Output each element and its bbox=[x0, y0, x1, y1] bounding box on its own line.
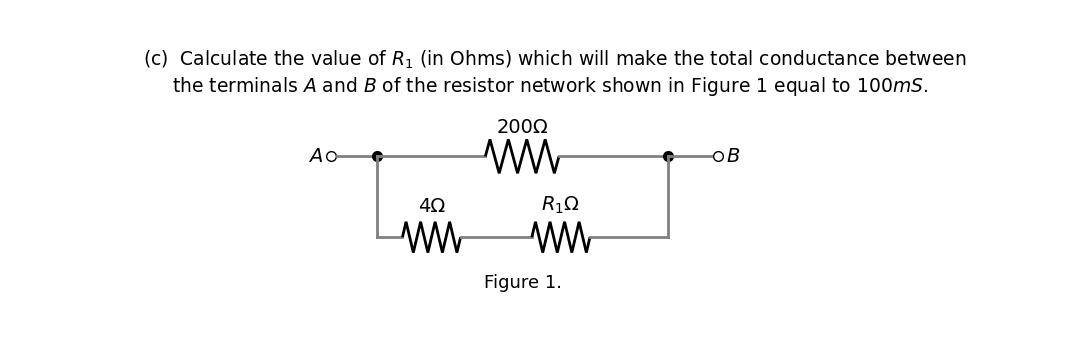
Text: $R_1$Ω: $R_1$Ω bbox=[541, 195, 580, 216]
Text: the terminals $A$ and $B$ of the resistor network shown in Figure 1 equal to 100: the terminals $A$ and $B$ of the resisto… bbox=[171, 76, 928, 98]
Text: Figure 1.: Figure 1. bbox=[484, 274, 561, 292]
Text: (c)  Calculate the value of $R_1$ (in Ohms) which will make the total conductanc: (c) Calculate the value of $R_1$ (in Ohm… bbox=[143, 48, 967, 71]
Text: $A$: $A$ bbox=[308, 147, 323, 166]
Text: $B$: $B$ bbox=[726, 147, 740, 166]
Text: 4Ω: 4Ω bbox=[417, 197, 445, 216]
Text: 200Ω: 200Ω bbox=[496, 118, 548, 137]
